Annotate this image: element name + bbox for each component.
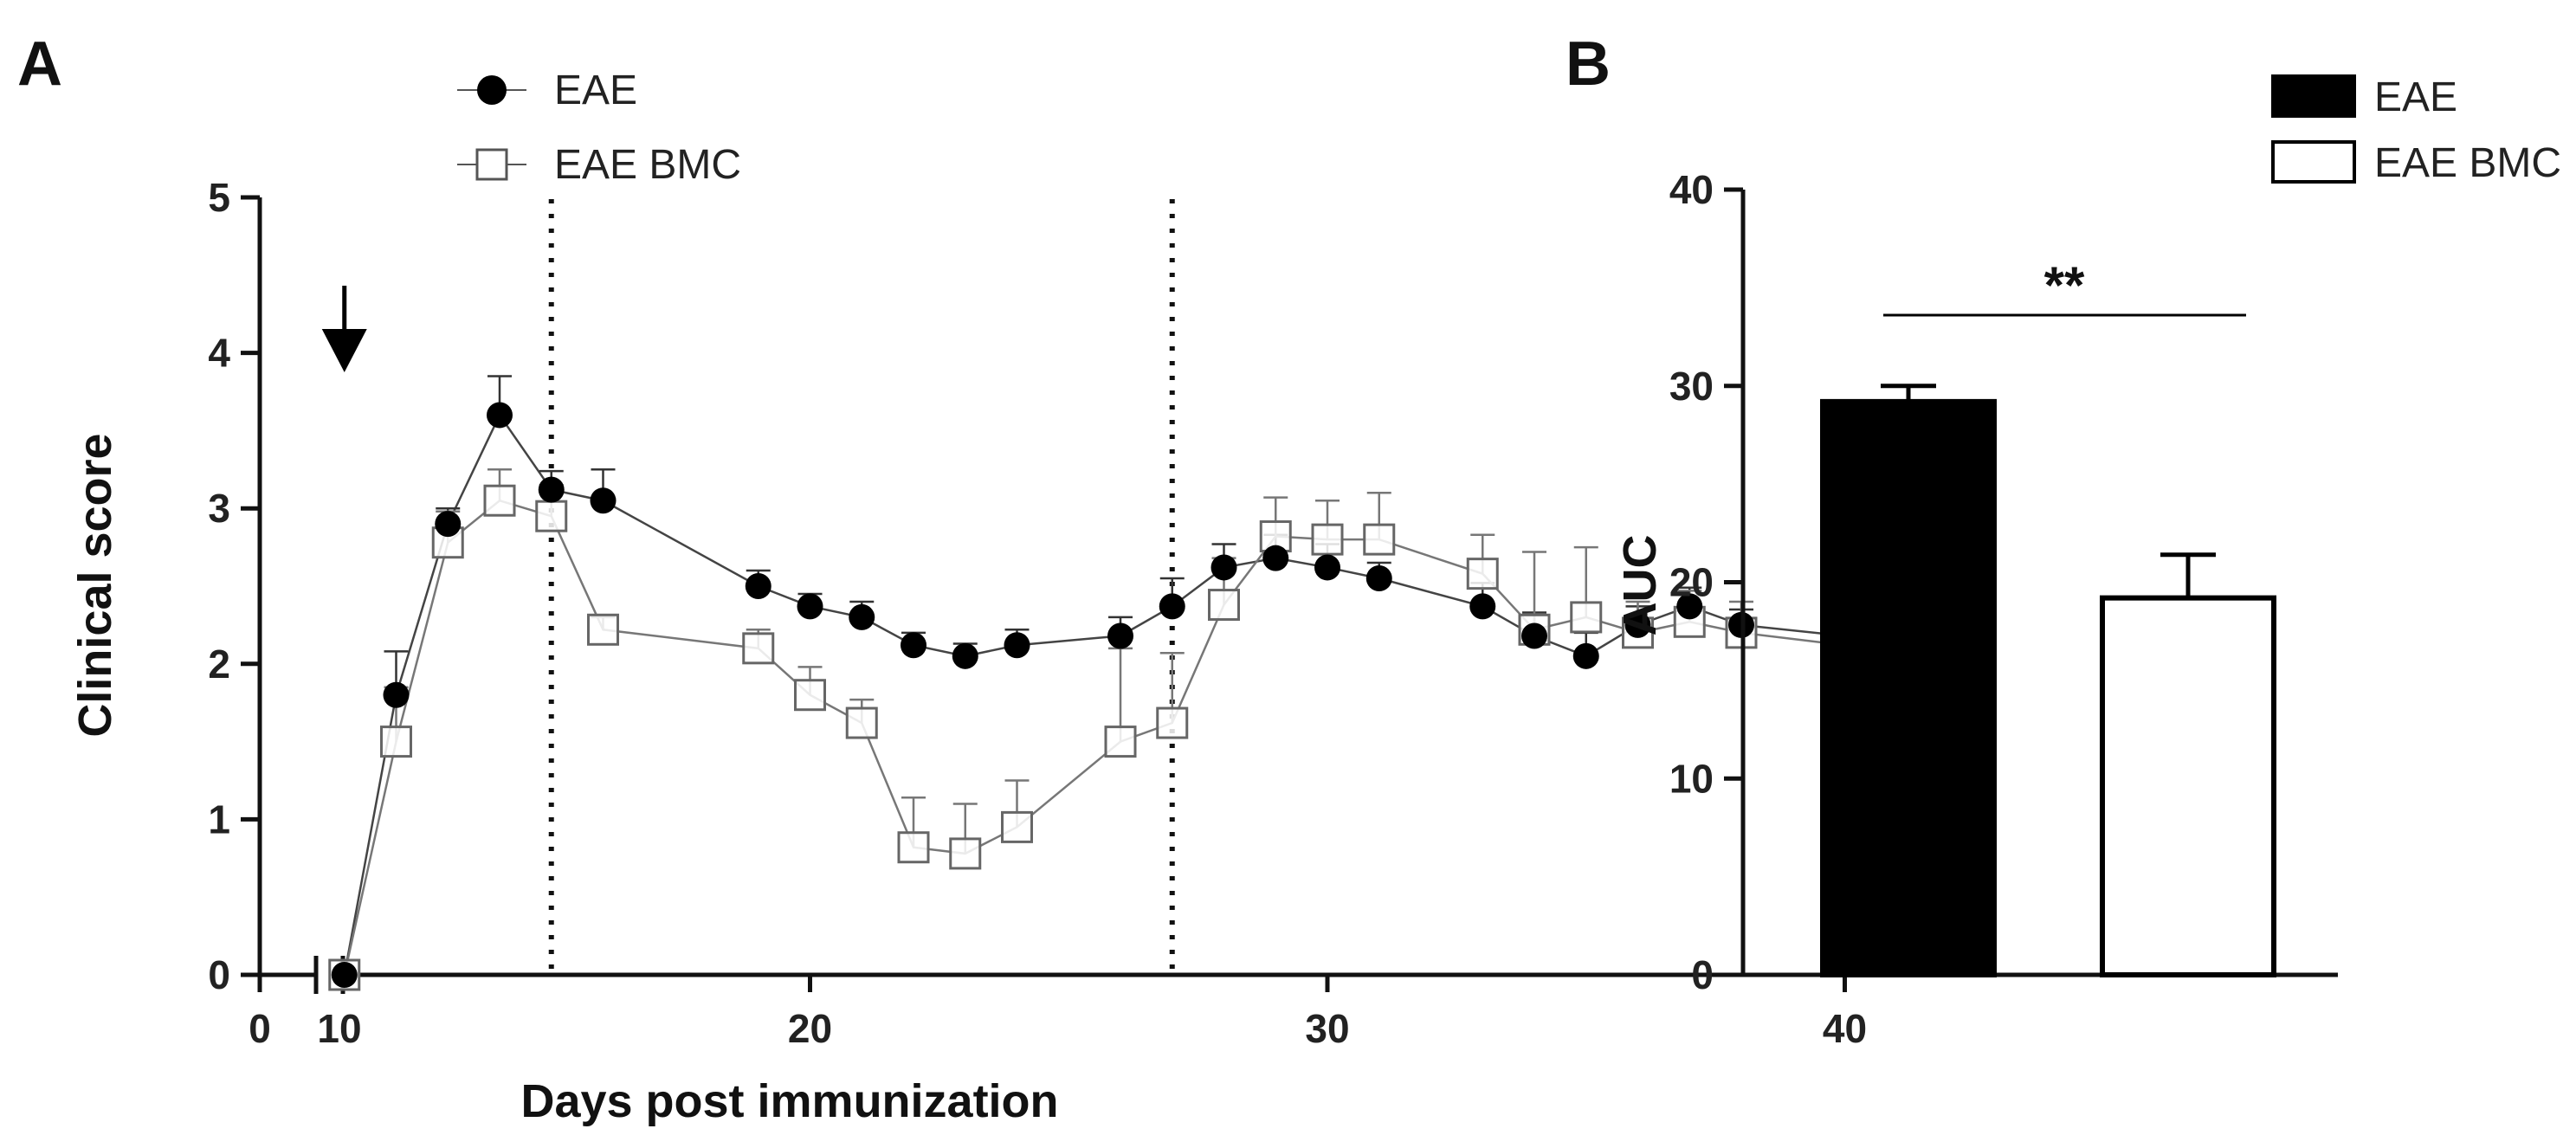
arrow-head [321, 329, 367, 372]
x-tick-label-a: 10 [317, 1006, 361, 1051]
data-point-eae [590, 487, 617, 514]
data-point-eae [1521, 622, 1547, 649]
data-point-eae-bmc [1001, 810, 1033, 843]
data-point-eae-bmc [1570, 601, 1603, 634]
x-axis-title-a: Days post immunization [520, 1075, 1058, 1127]
data-point-eae [849, 603, 875, 630]
data-point-eae [1676, 593, 1703, 620]
legend-a-eae-label: EAE [554, 68, 637, 113]
y-tick-label-b: 30 [1669, 364, 1714, 409]
bar-eae-bmc [2100, 595, 2276, 977]
panel-a: A EAE EAE BMC 0 1 2 3 4 5 0 10 20 30 40 Days post … [17, 29, 1867, 1127]
legend-b: EAE EAE BMC [2271, 74, 2561, 186]
data-point-eae [1314, 554, 1340, 581]
data-point-eae-bmc [483, 484, 516, 517]
data-point-eae [487, 402, 513, 429]
bars-b [1820, 384, 2276, 977]
data-point-eae-bmc [1363, 523, 1396, 556]
x-tick-label-a: 30 [1305, 1006, 1349, 1051]
treatment-arrow [321, 286, 367, 372]
y-axis-title-a: Clinical score [69, 433, 121, 737]
data-point-eae [1624, 611, 1651, 638]
data-point-eae [745, 573, 772, 599]
legend-a-eae-marker [477, 75, 507, 105]
y-tick-label-a: 5 [208, 175, 230, 220]
data-point-eae-bmc [380, 726, 412, 758]
x-tick-label-a: 40 [1823, 1006, 1867, 1051]
data-point-eae [538, 476, 565, 503]
bar-eae [1820, 398, 1997, 977]
panel-b: B EAE EAE BMC 0 10 20 30 40 AUC ** [1566, 29, 2561, 997]
y-tick-label-b: 40 [1669, 167, 1714, 212]
series-a [328, 375, 1861, 991]
data-point-eae-bmc [742, 632, 775, 665]
data-point-eae-bmc [1156, 706, 1189, 739]
data-point-eae-bmc [949, 837, 982, 870]
legend-a-bmc-label: EAE BMC [554, 142, 741, 188]
legend-b-eae-label: EAE [2374, 74, 2457, 120]
data-point-eae-bmc [587, 613, 619, 646]
series-line-eae [343, 412, 1845, 976]
significance-stars: ** [2044, 256, 2085, 314]
data-point-eae [1159, 593, 1185, 620]
x-tick-label-a: 0 [249, 1006, 271, 1051]
data-point-eae [1469, 593, 1496, 620]
y-tick-label-b: 10 [1669, 756, 1714, 801]
x-tick-label-a: 20 [788, 1006, 832, 1051]
data-point-eae [901, 632, 926, 659]
data-point-eae [1262, 545, 1289, 571]
data-point-eae-bmc [897, 831, 930, 864]
data-point-eae [952, 642, 978, 669]
y-tick-label-a: 3 [208, 486, 230, 531]
data-point-eae-bmc [1104, 726, 1137, 758]
data-point-eae-bmc [535, 500, 568, 532]
data-point-eae [1572, 642, 1599, 669]
y-tick-label-a: 4 [208, 331, 230, 376]
significance-bracket: ** [1883, 256, 2246, 317]
data-point-eae-bmc [845, 706, 878, 739]
data-point-eae [1211, 554, 1237, 581]
y-tick-label-b: 20 [1669, 560, 1714, 605]
axes-a: 0 1 2 3 4 5 0 10 20 30 40 [208, 175, 1867, 1051]
data-point-eae [383, 681, 410, 708]
data-point-eae [435, 511, 462, 538]
legend-b-eae-swatch [2271, 74, 2356, 118]
legend-a: EAE EAE BMC [457, 68, 741, 188]
panel-a-label: A [17, 29, 62, 99]
data-point-eae-bmc [794, 679, 826, 712]
y-tick-label-b: 0 [1691, 952, 1714, 997]
dotted-lines-a [548, 199, 1175, 975]
legend-a-bmc-marker [475, 148, 508, 181]
data-point-eae [1004, 632, 1030, 659]
y-axis-title-b: AUC [1614, 535, 1666, 636]
data-point-eae [797, 593, 823, 620]
legend-b-bmc-swatch [2271, 140, 2356, 184]
data-point-eae [1107, 622, 1133, 649]
data-point-eae-bmc [1466, 558, 1499, 590]
legend-b-bmc-label: EAE BMC [2374, 140, 2561, 186]
data-point-eae-bmc [1208, 589, 1240, 622]
y-tick-label-a: 0 [208, 952, 230, 997]
y-tick-label-a: 1 [208, 797, 230, 842]
y-tick-label-a: 2 [208, 642, 230, 687]
panel-b-label: B [1566, 29, 1611, 99]
data-point-eae [1365, 565, 1392, 592]
data-point-eae [331, 962, 358, 988]
data-point-eae-bmc [1311, 523, 1344, 556]
